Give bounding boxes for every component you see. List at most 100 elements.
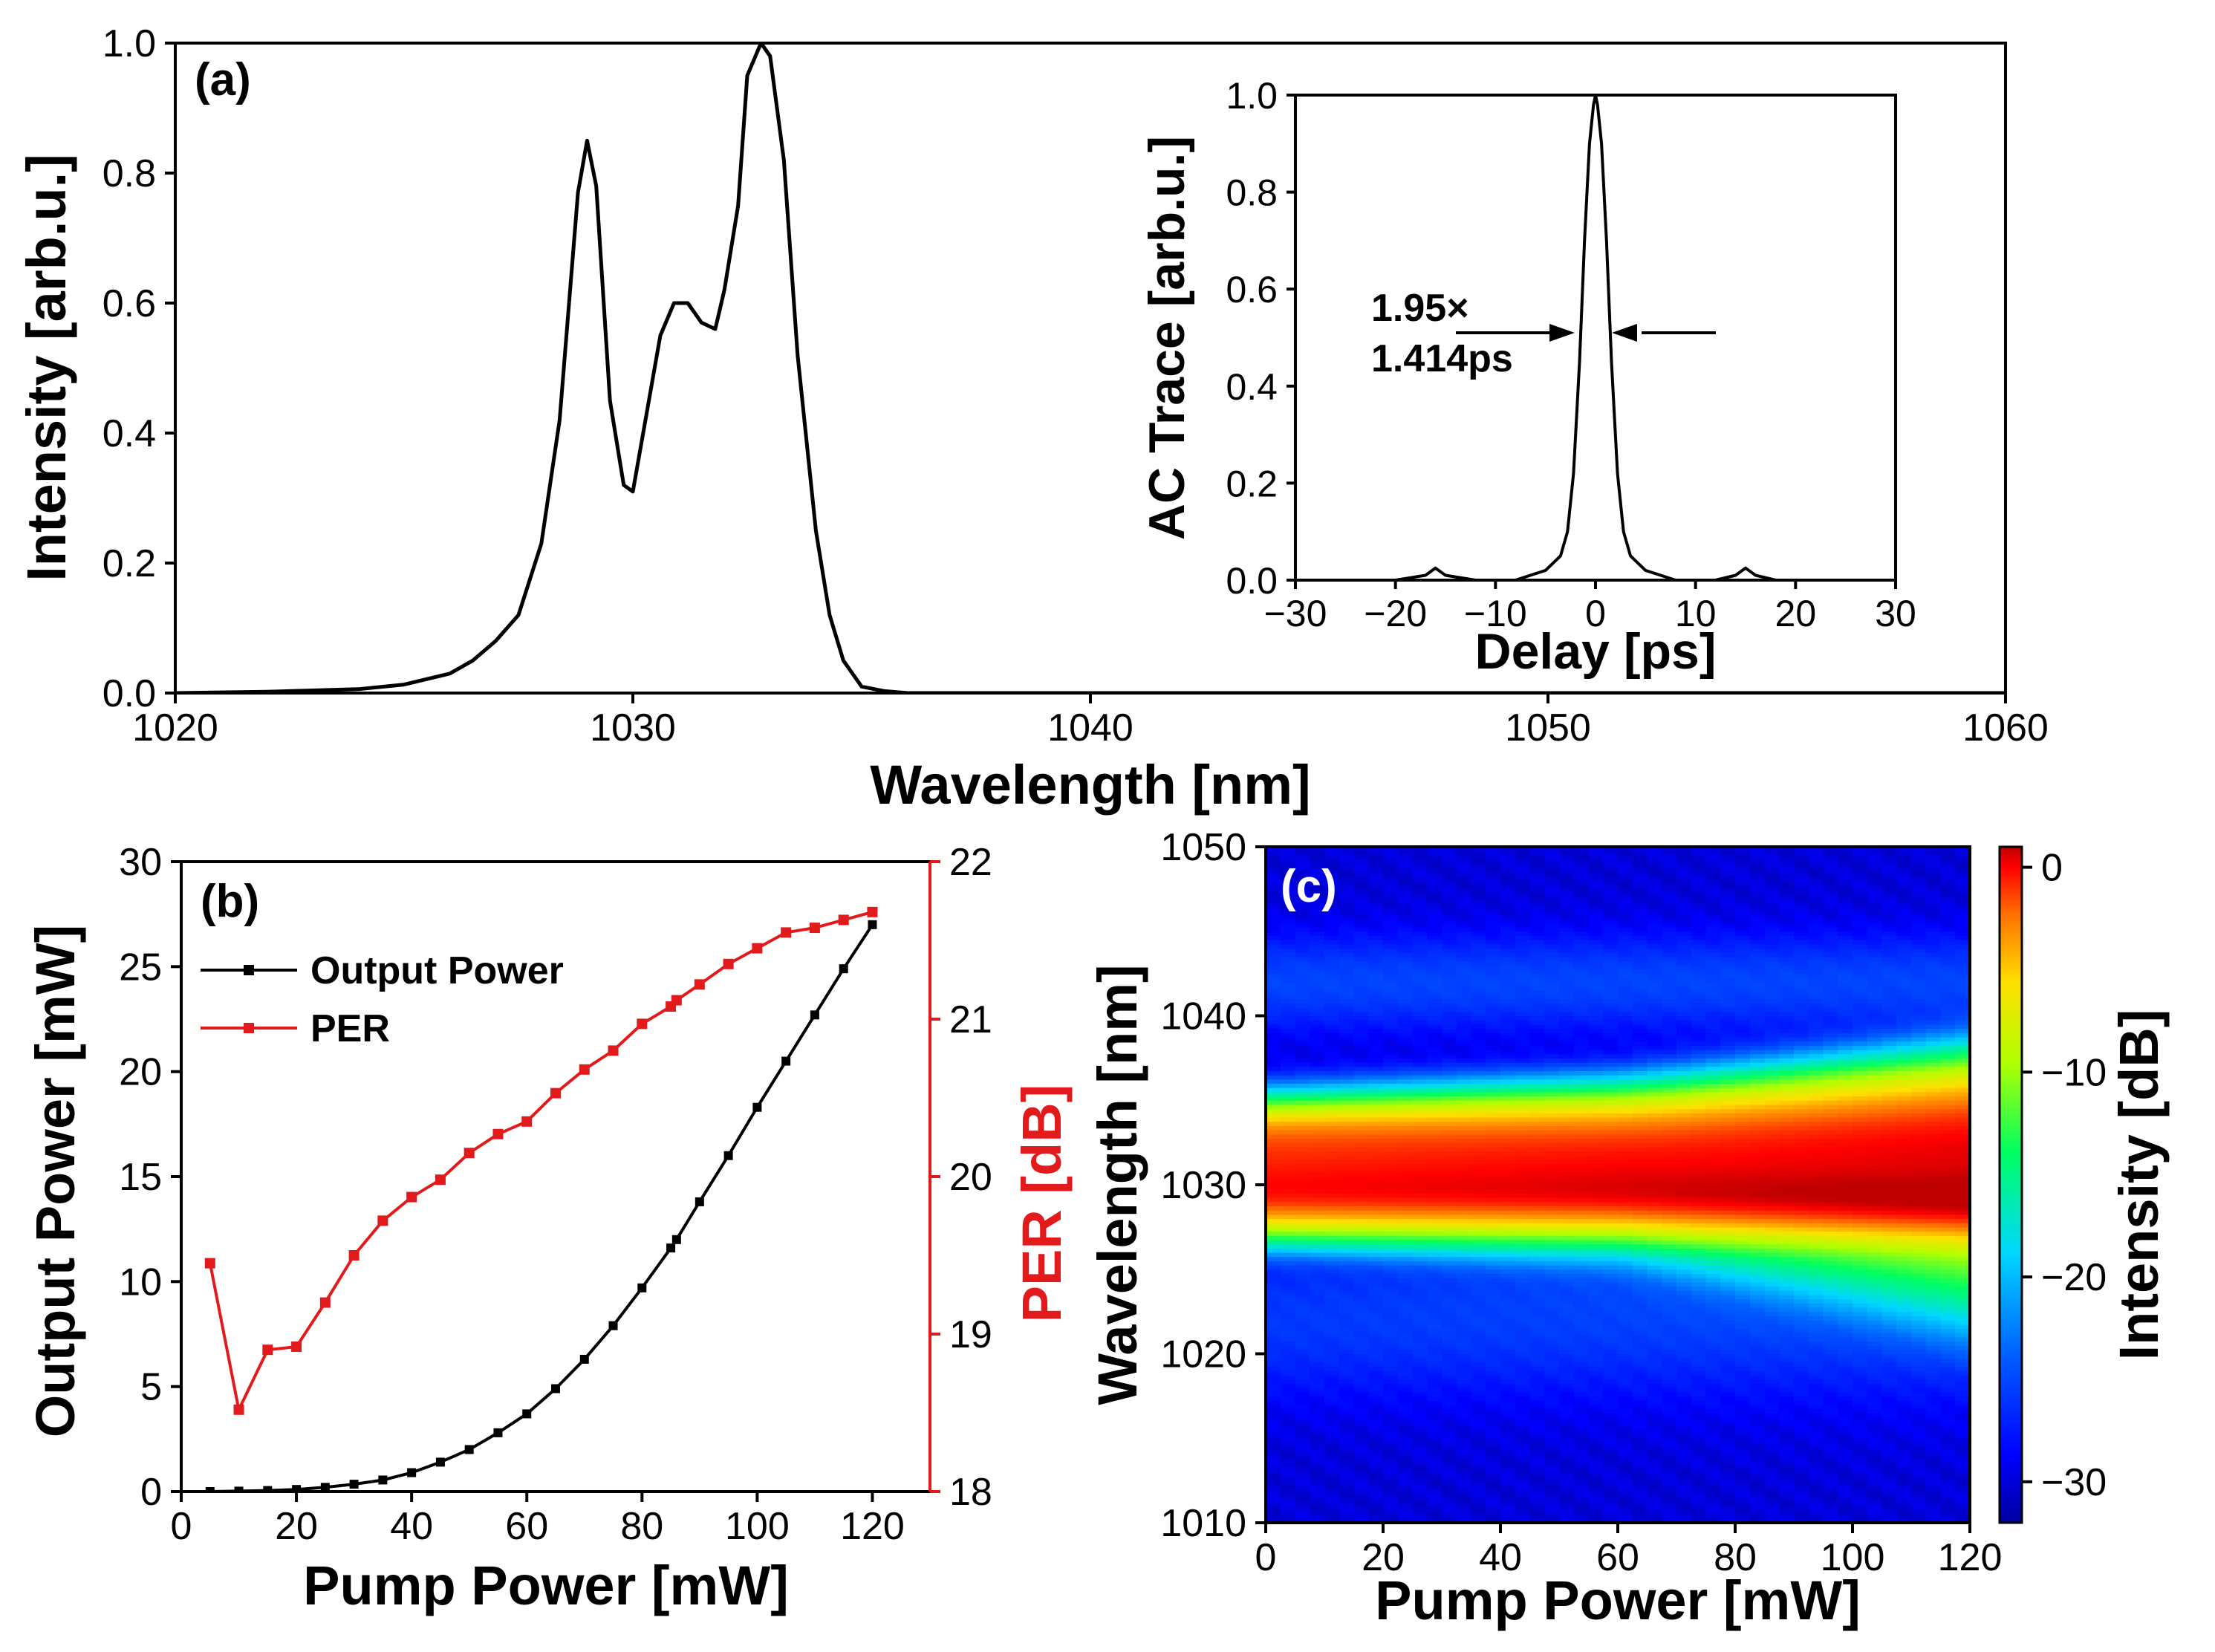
heatmap-cell [1662,1003,1677,1008]
heatmap-cell [1662,905,1677,911]
heatmap-cell [1573,885,1590,890]
heatmap-cell [1383,1434,1399,1439]
heatmap-cell [1647,1303,1662,1308]
heatmap-cell [1559,1053,1575,1058]
heatmap-cell [1412,1142,1428,1148]
heatmap-cell [1353,1197,1369,1203]
heatmap-cell [1471,1303,1486,1308]
heatmap-cell [1632,1311,1648,1316]
heatmap-cell [1412,1125,1428,1131]
heatmap-cell [1471,868,1486,873]
heatmap-cell [1442,1455,1457,1460]
heatmap-cell [1427,1062,1442,1067]
heatmap-cell [1442,1269,1457,1275]
inset-annotation-2: 1.414ps [1371,337,1513,380]
panel-a-y-tick-label: 0.6 [103,282,156,325]
heatmap-cell [1412,1429,1428,1435]
heatmap-cell [1662,1256,1677,1261]
heatmap-cell [1295,1324,1310,1329]
heatmap-cell [1412,1391,1428,1396]
heatmap-cell [1324,952,1340,957]
heatmap-cell [1368,990,1384,995]
heatmap-cell [1588,1509,1604,1515]
heatmap-cell [1529,940,1545,945]
heatmap-cell [1383,1062,1399,1067]
heatmap-cell [1500,1045,1516,1050]
heatmap-cell [1310,1075,1325,1080]
heatmap-cell [1397,1104,1414,1110]
heatmap-cell [1676,1100,1692,1105]
heatmap-cell [1559,1396,1575,1401]
panel-a-y-tick-label: 0.2 [103,542,156,585]
heatmap-cell [1280,1324,1296,1329]
heatmap-cell [1339,1155,1355,1160]
heatmap-cell [1559,1388,1575,1393]
heatmap-cell [1353,1058,1369,1063]
panel-a-spectrum-line [175,43,2006,693]
heatmap-cell [1397,1370,1414,1376]
heatmap-cell [1383,1425,1399,1431]
heatmap-cell [1632,885,1648,890]
heatmap-cell [1559,1036,1575,1042]
heatmap-cell [1588,1374,1604,1380]
heatmap-cell [1427,1231,1442,1236]
heatmap-cell [1442,1379,1457,1384]
heatmap-cell [1588,1506,1604,1511]
heatmap-cell [1353,1413,1369,1418]
per-point [435,1174,446,1186]
heatmap-cell [1691,943,1707,949]
heatmap-cell [1486,1298,1501,1304]
heatmap-cell [1339,1235,1355,1240]
heatmap-cell [1280,1168,1296,1173]
heatmap-cell [1412,1451,1428,1456]
heatmap-cell [1603,1265,1619,1270]
heatmap-cell [1618,1243,1633,1249]
heatmap-cell [1603,1345,1619,1350]
heatmap-cell [1324,1235,1340,1240]
heatmap-cell [1368,1032,1384,1038]
heatmap-cell [1486,1455,1501,1460]
heatmap-cell [1632,1180,1648,1186]
heatmap-cell [1573,1223,1590,1228]
heatmap-cell [1368,1286,1384,1291]
heatmap-cell [1353,1341,1369,1346]
heatmap-cell [1691,1493,1707,1498]
heatmap-cell [1500,1185,1516,1190]
heatmap-cell [1280,1421,1296,1426]
output-power-point [781,1056,791,1066]
heatmap-cell [1705,1463,1721,1469]
heatmap-cell [1691,1501,1707,1506]
heatmap-cell [1662,1201,1677,1207]
heatmap-cell [1324,1388,1340,1393]
heatmap-cell [1676,1218,1692,1223]
heatmap-cell [1515,1261,1531,1266]
heatmap-cell [1603,927,1619,932]
heatmap-cell [1691,1193,1707,1198]
heatmap-cell [1339,1269,1355,1275]
heatmap-cell [1280,1353,1296,1359]
heatmap-cell [1324,847,1340,852]
heatmap-cell [1339,1100,1355,1105]
heatmap-cell [1397,1501,1414,1506]
heatmap-cell [1280,868,1296,873]
heatmap-cell [1544,1413,1560,1418]
heatmap-cell [1486,935,1501,940]
heatmap-cell [1324,978,1340,983]
heatmap-cell [1676,868,1692,873]
heatmap-cell [1412,905,1428,911]
heatmap-cell [1573,1248,1590,1253]
heatmap-cell [1295,1243,1310,1249]
heatmap-cell [1295,1256,1310,1261]
heatmap-cell [1486,1493,1501,1498]
heatmap-cell [1529,1036,1545,1042]
heatmap-cell [1339,1243,1355,1249]
heatmap-cell [1559,1471,1575,1477]
heatmap-cell [1618,847,1633,852]
heatmap-cell [1280,1201,1296,1207]
heatmap-cell [1559,1015,1575,1021]
heatmap-cell [1266,948,1281,953]
heatmap-cell [1618,888,1633,894]
heatmap-cell [1353,1261,1369,1266]
heatmap-cell [1339,995,1355,1000]
